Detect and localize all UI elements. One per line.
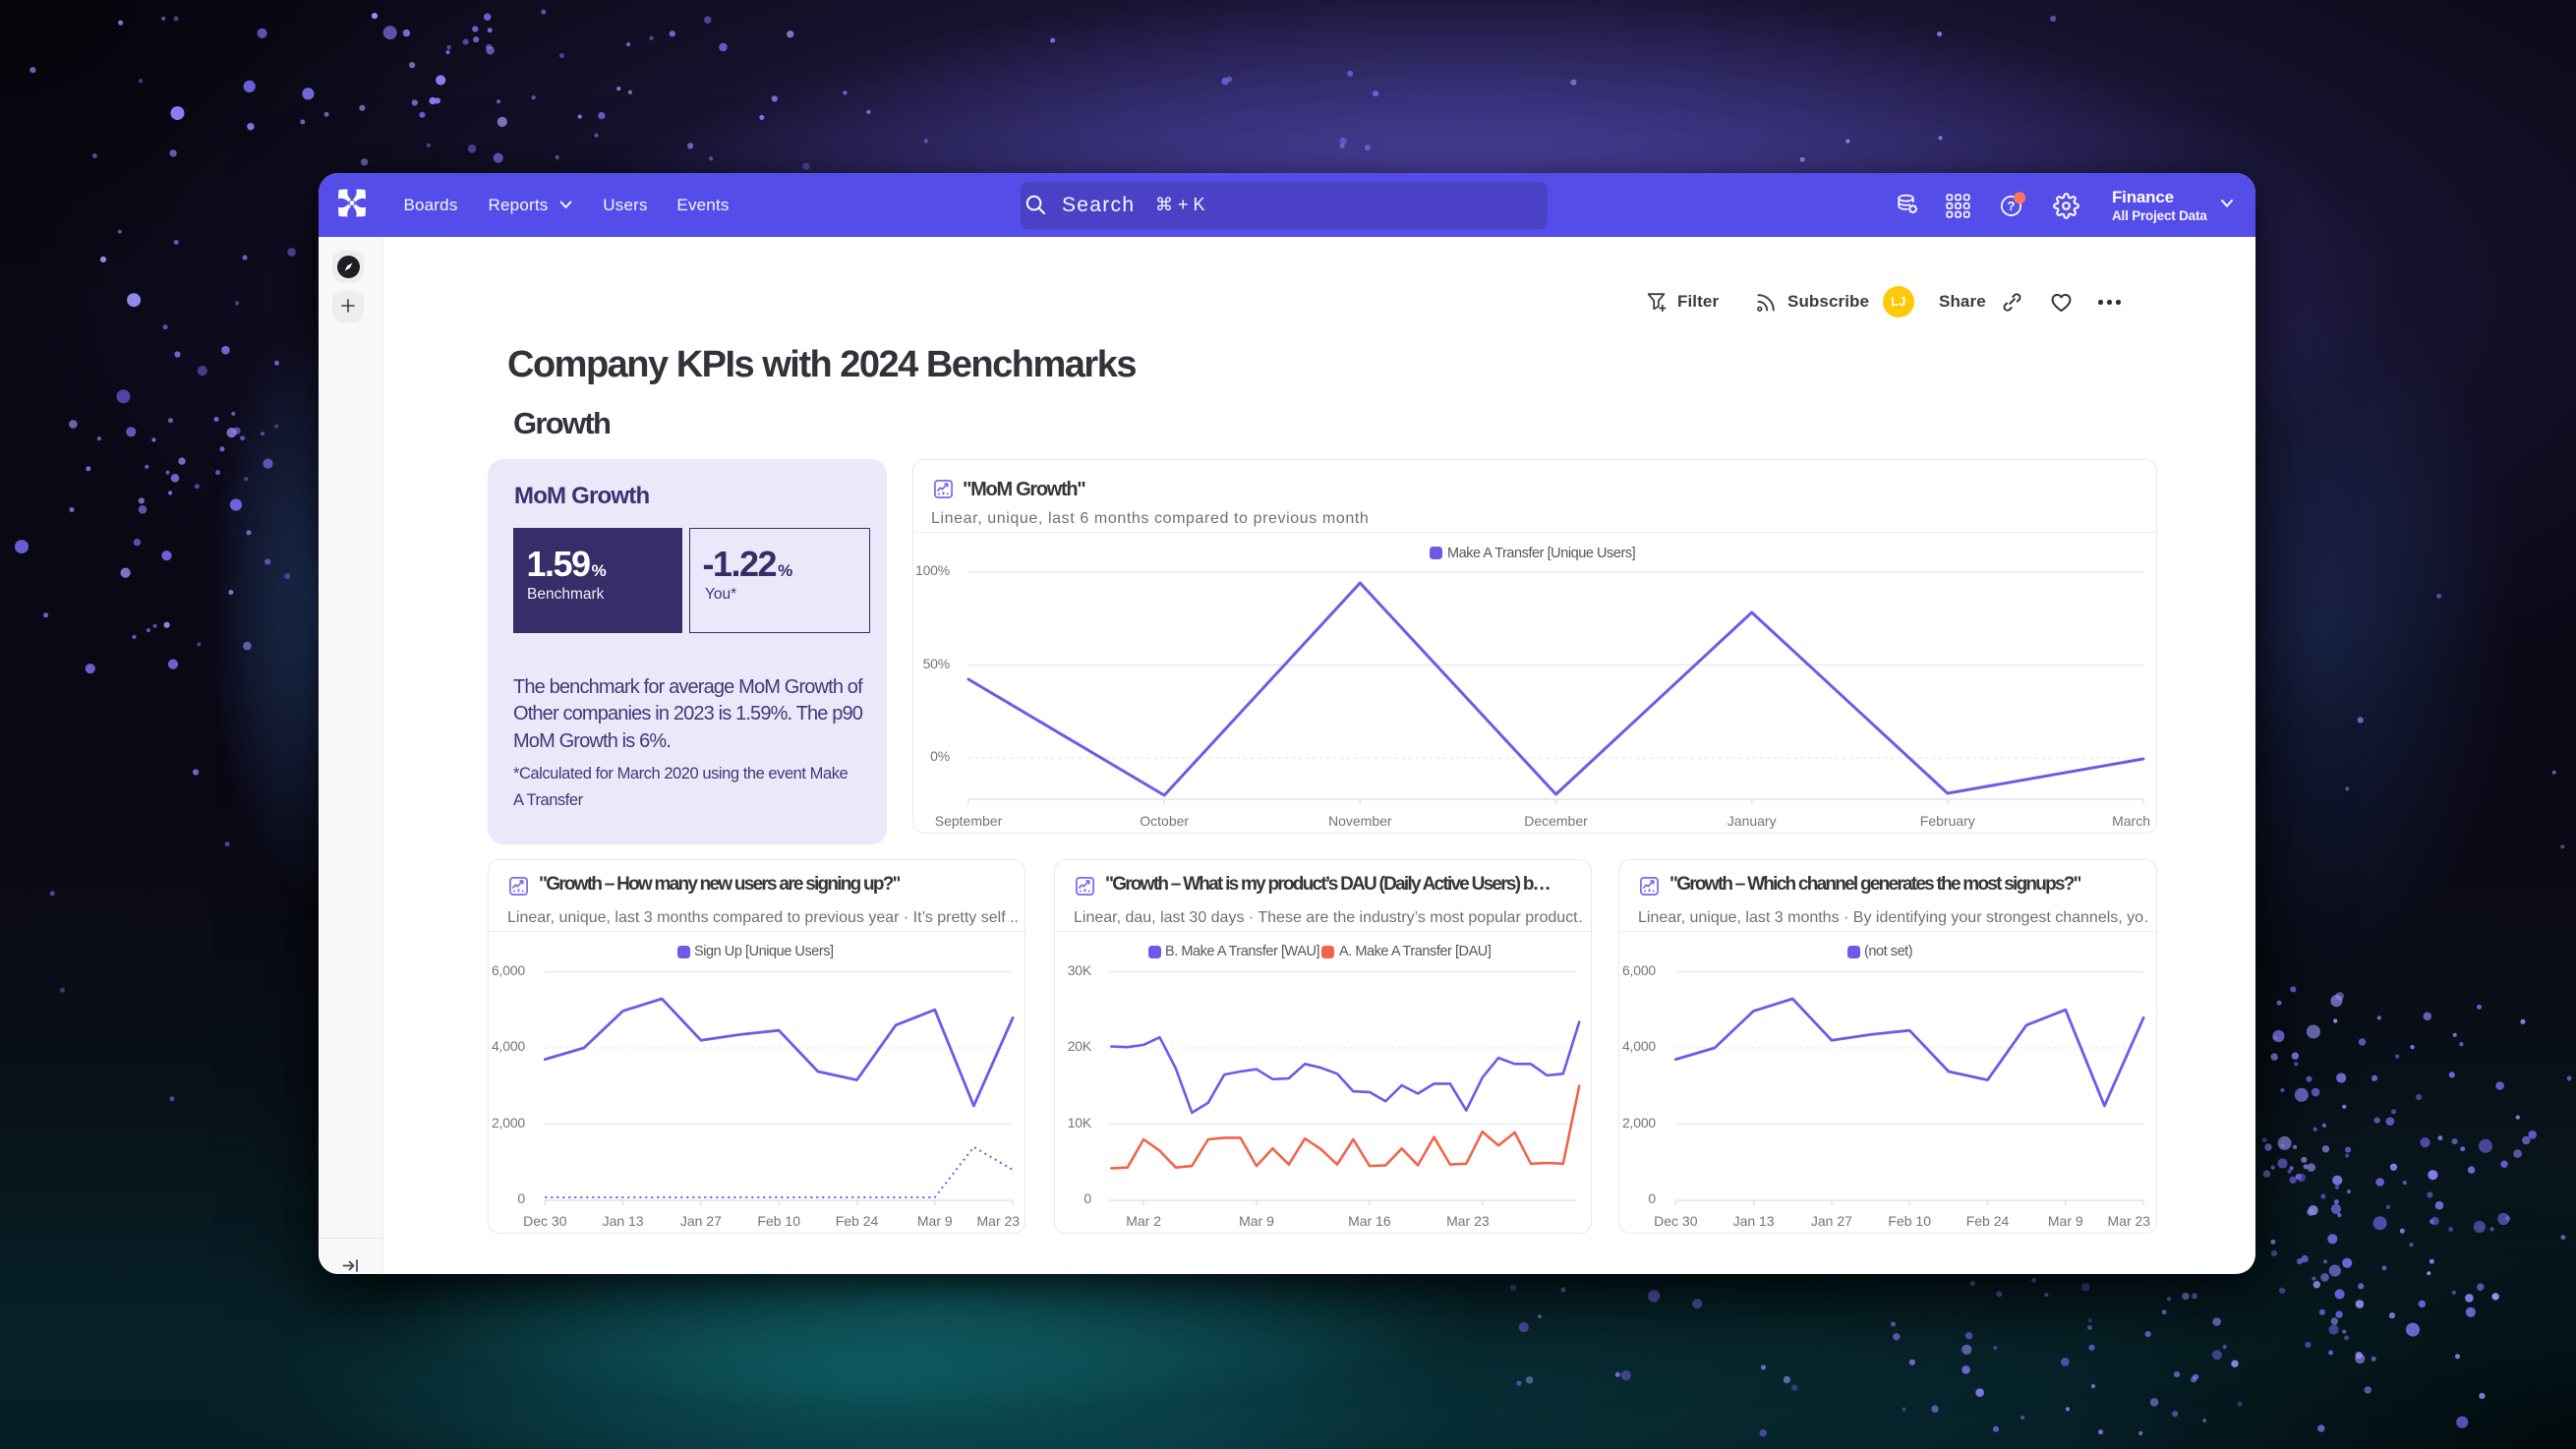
svg-text:?: ? <box>2008 199 2016 213</box>
